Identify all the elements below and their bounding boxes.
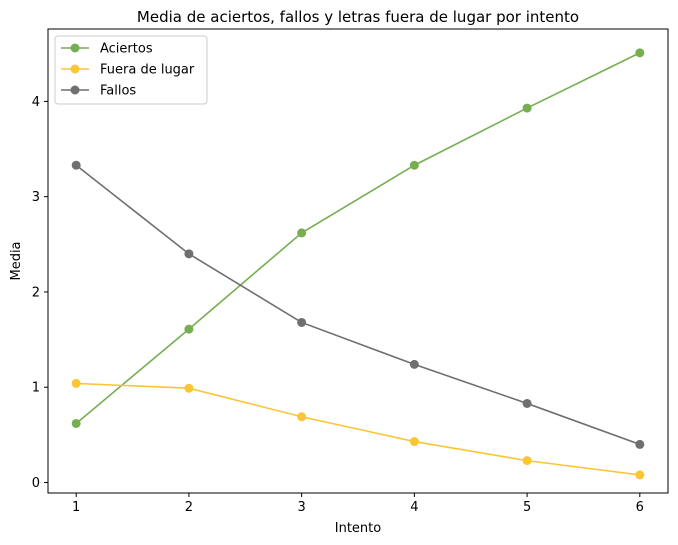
y-tick-label: 3	[32, 190, 40, 205]
x-tick-label: 3	[297, 500, 305, 515]
data-point-aciertos	[635, 48, 645, 58]
data-point-fuera-de-lugar	[71, 378, 81, 388]
data-point-fuera-de-lugar	[297, 412, 307, 422]
series-line-aciertos	[75, 52, 641, 425]
data-point-fallos	[635, 439, 645, 449]
y-tick-label: 1	[32, 381, 40, 396]
x-axis-label: Intento	[335, 521, 382, 536]
data-point-aciertos	[71, 418, 81, 428]
data-point-fallos	[71, 160, 81, 170]
y-tick-label: 4	[32, 95, 40, 110]
data-point-fallos	[522, 398, 532, 408]
y-axis-label: Media	[9, 241, 24, 280]
data-point-fuera-de-lugar	[635, 470, 645, 480]
data-point-fuera-de-lugar	[522, 456, 532, 466]
legend-label-fuera-de-lugar: Fuera de lugar	[100, 63, 195, 78]
axis-ticks: 1 2 3 4 5 6 0 1 2 3 4	[32, 95, 644, 515]
x-tick-label: 5	[523, 500, 531, 515]
data-point-aciertos	[409, 160, 419, 170]
chart-title: Media de aciertos, fallos y letras fuera…	[137, 8, 579, 26]
y-tick-label: 0	[32, 476, 40, 491]
data-point-aciertos	[184, 324, 194, 334]
legend-marker-aciertos	[70, 43, 80, 53]
plot-area	[71, 48, 645, 480]
legend-marker-fuera-de-lugar	[70, 64, 80, 74]
data-point-fallos	[184, 249, 194, 259]
data-point-fuera-de-lugar	[184, 383, 194, 393]
series-line-fuera-de-lugar	[76, 382, 640, 476]
data-point-fallos	[297, 317, 307, 327]
plot-frame	[47, 28, 669, 494]
x-tick-label: 2	[185, 500, 193, 515]
legend-box	[54, 35, 208, 105]
data-point-fuera-de-lugar	[409, 437, 419, 447]
y-tick-label: 2	[32, 285, 40, 300]
legend-label-fallos: Fallos	[100, 84, 136, 99]
series-line-fallos	[75, 164, 641, 446]
legend-label-aciertos: Aciertos	[100, 42, 153, 57]
data-point-aciertos	[522, 103, 532, 113]
x-tick-label: 1	[72, 500, 80, 515]
data-point-fallos	[409, 359, 419, 369]
legend-marker-fallos	[70, 85, 80, 95]
x-tick-label: 6	[636, 500, 644, 515]
data-point-aciertos	[297, 228, 307, 238]
x-tick-label: 4	[410, 500, 418, 515]
legend: Aciertos Fuera de lugar Fallos	[54, 35, 208, 105]
